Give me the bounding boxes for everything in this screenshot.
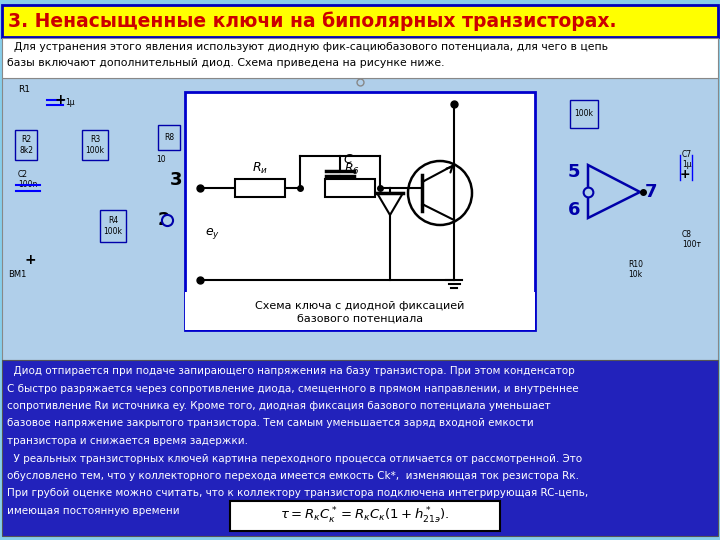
Text: C быстро разряжается через сопротивление диода, смещенного в прямом направлении,: C быстро разряжается через сопротивление…: [7, 383, 579, 394]
Text: R3
100k: R3 100k: [86, 136, 104, 154]
Text: 100k: 100k: [575, 110, 593, 118]
Text: +: +: [55, 93, 67, 107]
Text: C2
100n: C2 100n: [18, 170, 37, 190]
Text: сопротивление Rи источника ey. Кроме того, диодная фиксация базового потенциала : сопротивление Rи источника ey. Кроме тог…: [7, 401, 551, 411]
Text: $C$: $C$: [343, 153, 354, 166]
Bar: [158, 125, 180, 150]
Text: R8: R8: [164, 132, 174, 141]
Bar: [2, 38, 718, 78]
Text: 5: 5: [568, 163, 580, 181]
Text: транзистора и снижается время задержки.: транзистора и снижается время задержки.: [7, 436, 248, 446]
Text: R4
100k: R4 100k: [104, 217, 122, 235]
Text: базовое напряжение закрытого транзистора. Тем самым уменьшается заряд входной ем: базовое напряжение закрытого транзистора…: [7, 418, 534, 429]
Text: +: +: [25, 253, 37, 267]
Text: Схема ключа с диодной фиксацией: Схема ключа с диодной фиксацией: [256, 301, 464, 311]
Text: 3: 3: [170, 171, 182, 189]
Bar: [2, 5, 718, 37]
Bar: [185, 292, 535, 330]
Bar: [235, 179, 285, 197]
Text: $e_у$: $e_у$: [205, 226, 220, 241]
Text: базы включают дополнительный диод. Схема приведена на рисунке ниже.: базы включают дополнительный диод. Схема…: [7, 58, 444, 68]
Text: $R_и$: $R_и$: [252, 161, 268, 176]
Text: R10
10k: R10 10k: [628, 260, 643, 279]
Text: 7: 7: [645, 183, 657, 201]
Bar: [2, 78, 718, 360]
Text: 6: 6: [568, 201, 580, 219]
Text: При грубой оценке можно считать, что к коллектору транзистора подключена интегри: При грубой оценке можно считать, что к к…: [7, 489, 588, 498]
Polygon shape: [377, 193, 403, 215]
Bar: [82, 130, 108, 160]
Text: C8
100т: C8 100т: [682, 230, 701, 249]
Text: Для устранения этого явления используют диодную фик-сациюбазового потенциала, дл: Для устранения этого явления используют …: [7, 42, 608, 52]
Text: $R_б$: $R_б$: [344, 162, 360, 177]
Text: обусловлено тем, что у коллекторного перехода имеется емкость Ck*,  изменяющая т: обусловлено тем, что у коллекторного пер…: [7, 471, 579, 481]
Text: 10: 10: [156, 155, 166, 164]
Text: 1μ: 1μ: [65, 98, 75, 107]
Text: BM1: BM1: [8, 270, 27, 279]
Bar: [230, 501, 500, 531]
Text: +: +: [680, 168, 690, 181]
Text: У реальных транзисторных ключей картина переходного процесса отличается от рассм: У реальных транзисторных ключей картина …: [7, 454, 582, 463]
Text: 3. Ненасыщенные ключи на биполярных транзисторах.: 3. Ненасыщенные ключи на биполярных тран…: [8, 11, 616, 31]
Circle shape: [408, 161, 472, 225]
Text: базового потенциала: базового потенциала: [297, 314, 423, 324]
Bar: [325, 179, 375, 197]
Polygon shape: [588, 165, 640, 218]
Text: $\tau = R_\kappa C_\kappa^* = R_\kappa C_\kappa (1 + h_{21э}^*).$: $\tau = R_\kappa C_\kappa^* = R_\kappa C…: [280, 506, 450, 526]
Bar: [2, 360, 718, 536]
Text: C7
1μ: C7 1μ: [682, 150, 692, 170]
Text: R1: R1: [18, 85, 30, 94]
Text: имеющая постоянную времени: имеющая постоянную времени: [7, 506, 179, 516]
Bar: [15, 130, 37, 160]
Text: 2: 2: [158, 211, 171, 229]
Text: Диод отпирается при подаче запирающего напряжения на базу транзистора. При этом : Диод отпирается при подаче запирающего н…: [7, 366, 575, 376]
Bar: [570, 100, 598, 128]
Bar: [100, 210, 126, 242]
Text: R2
8k2: R2 8k2: [19, 136, 33, 154]
Bar: [185, 92, 535, 330]
